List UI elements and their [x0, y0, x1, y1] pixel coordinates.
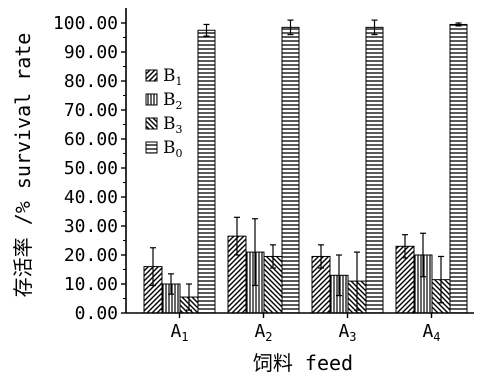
category-label: A4: [422, 321, 440, 344]
y-axis-title: 存活率 /% survival rate: [11, 33, 35, 298]
y-tick-label: 50.00: [64, 158, 118, 179]
category-label: A3: [338, 321, 356, 344]
bar-b0-cat2: [281, 26, 300, 314]
x-axis-title: 饲料 feed: [253, 351, 353, 375]
y-tick-label: 60.00: [64, 129, 118, 150]
y-tick-label: 40.00: [64, 187, 118, 208]
y-tick-label: 80.00: [64, 71, 118, 92]
legend-label-b1: B1: [163, 66, 183, 88]
y-tick-label: 0.00: [75, 303, 118, 324]
y-tick-label: 10.00: [64, 274, 118, 295]
legend-label-b0: B0: [163, 138, 183, 160]
y-tick-label: 30.00: [64, 216, 118, 237]
y-tick-labels: 0.00 10.00 20.00 30.00 40.00 50.00 60.00 70.00 8…: [53, 13, 118, 324]
legend-label-b3: B3: [163, 114, 183, 136]
y-tick-label: 20.00: [64, 245, 118, 266]
legend-swatch-b3: [145, 117, 158, 130]
category-label: A2: [254, 321, 272, 344]
legend-swatch-b0: [145, 141, 158, 154]
x-ticks: [178, 313, 433, 318]
y-tick-label: 70.00: [64, 100, 118, 121]
legend-label-b2: B2: [163, 90, 183, 112]
bar-b0-cat4: [449, 23, 468, 314]
y-tick-label: 100.00: [53, 13, 118, 34]
bar-b0-cat1: [197, 29, 216, 314]
bars: [143, 23, 468, 314]
category-labels: A1 A2 A3 A4: [170, 321, 440, 344]
bar-b0-cat3: [365, 26, 384, 314]
error-bars: [150, 19, 462, 311]
y-tick-label: 90.00: [64, 42, 118, 63]
legend-swatch-b2: [145, 93, 158, 106]
legend-swatch-b1: [145, 69, 158, 82]
category-label: A1: [170, 321, 188, 344]
